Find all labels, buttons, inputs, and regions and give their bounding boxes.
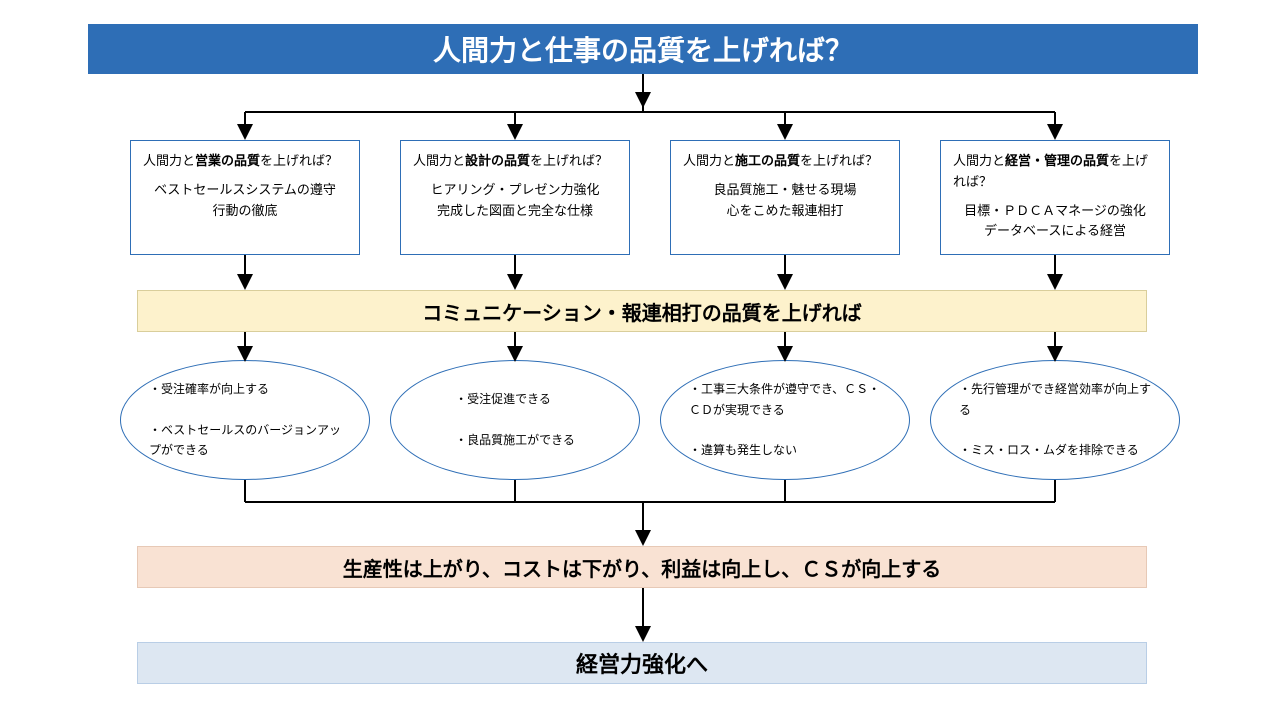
ellipse-3-text: ・工事三大条件が遵守でき、ＣＳ・ＣＤが実現できる ・違算も発生しない — [689, 379, 881, 461]
box-design-body: ヒアリング・プレゼン力強化 完成した図面と完全な仕様 — [413, 180, 617, 222]
band-result-text: 経営力強化へ — [576, 647, 708, 679]
ellipse-4-text: ・先行管理ができ経営効率が向上する ・ミス・ロス・ムダを排除できる — [959, 379, 1151, 461]
band-communication-text: コミュニケーション・報連相打の品質を上げれば — [422, 297, 862, 326]
box-construction-body: 良品質施工・魅せる現場 心をこめた報連相打 — [683, 180, 887, 222]
ellipse-1: ・受注確率が向上する ・ベストセールスのバージョンアップができる — [120, 360, 370, 480]
ellipse-3: ・工事三大条件が遵守でき、ＣＳ・ＣＤが実現できる ・違算も発生しない — [660, 360, 910, 480]
title-text: 人間力と仕事の品質を上げれば？ — [433, 29, 853, 69]
box-construction-question: 人間力と施工の品質を上げれば？ — [683, 151, 887, 172]
box-management: 人間力と経営・管理の品質を上げれば？ 目標・ＰＤＣＡマネージの強化 データベース… — [940, 140, 1170, 255]
box-sales-question: 人間力と営業の品質を上げれば？ — [143, 151, 347, 172]
box-management-body: 目標・ＰＤＣＡマネージの強化 データベースによる経営 — [953, 201, 1157, 243]
band-productivity: 生産性は上がり、コストは下がり、利益は向上し、ＣＳが向上する — [137, 546, 1147, 588]
box-design: 人間力と設計の品質を上げれば？ ヒアリング・プレゼン力強化 完成した図面と完全な… — [400, 140, 630, 255]
ellipse-2: ・受注促進できる ・良品質施工ができる — [390, 360, 640, 480]
box-design-question: 人間力と設計の品質を上げれば？ — [413, 151, 617, 172]
title-bar: 人間力と仕事の品質を上げれば？ — [88, 24, 1198, 74]
ellipse-2-text: ・受注促進できる ・良品質施工ができる — [455, 389, 575, 450]
box-sales-body: ベストセールスシステムの遵守 行動の徹底 — [143, 180, 347, 222]
ellipse-4: ・先行管理ができ経営効率が向上する ・ミス・ロス・ムダを排除できる — [930, 360, 1180, 480]
connectors-svg — [0, 0, 1280, 720]
box-construction: 人間力と施工の品質を上げれば？ 良品質施工・魅せる現場 心をこめた報連相打 — [670, 140, 900, 255]
box-management-question: 人間力と経営・管理の品質を上げれば？ — [953, 151, 1157, 193]
band-communication: コミュニケーション・報連相打の品質を上げれば — [137, 290, 1147, 332]
band-productivity-text: 生産性は上がり、コストは下がり、利益は向上し、ＣＳが向上する — [343, 553, 941, 582]
ellipse-1-text: ・受注確率が向上する ・ベストセールスのバージョンアップができる — [149, 379, 341, 461]
box-sales: 人間力と営業の品質を上げれば？ ベストセールスシステムの遵守 行動の徹底 — [130, 140, 360, 255]
band-result: 経営力強化へ — [137, 642, 1147, 684]
